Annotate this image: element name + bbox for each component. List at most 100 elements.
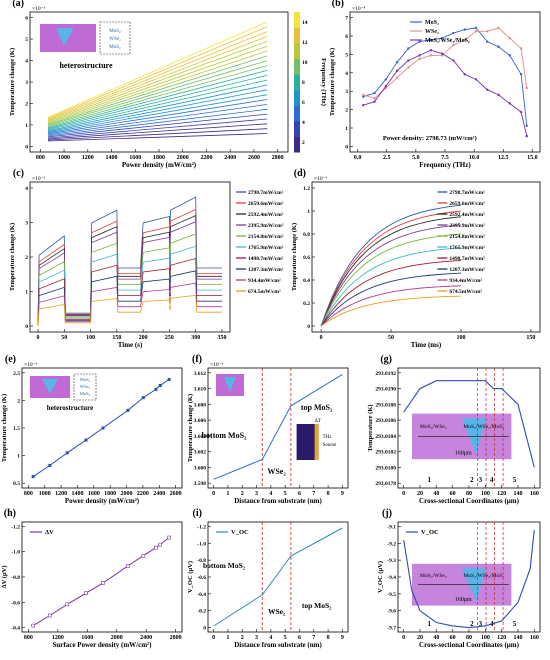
y-tick-label: 4	[25, 59, 28, 65]
x-tick-label: 1	[226, 635, 229, 641]
panel-j: 0 20 40 60 80 100 120 140 160 -9.7 -9.6 -9.5 -9.4 -9.…	[377, 508, 541, 649]
x-tick-label: 0	[320, 335, 323, 341]
power-density-annotation: Power density: 2798.73 (mW/cm²)	[383, 135, 477, 142]
power-density-line	[47, 60, 268, 126]
transient-curve	[320, 272, 462, 327]
y-tick-label: 2	[17, 398, 20, 404]
y-tick-label: 3	[25, 221, 28, 227]
plot-frame	[29, 181, 231, 333]
series-marker	[525, 124, 528, 127]
colorbar-segment	[294, 120, 300, 137]
legend-entry: V_OC	[421, 529, 439, 536]
legend-entry: 1765.9mW/cm²	[248, 245, 284, 251]
series-marker	[407, 59, 410, 62]
series-marker	[452, 43, 455, 47]
legend-entry: MoS₂/WSe₂/MoS₂	[425, 38, 470, 44]
x-tick-label: 6	[298, 491, 301, 497]
series-marker	[452, 59, 455, 62]
series-marker	[154, 387, 158, 391]
y-tick-label: 293.0180	[375, 465, 396, 471]
zoom-inset-label: MoS₂	[80, 391, 91, 396]
inset-label: MoS₂/WSe₂	[420, 573, 447, 579]
series-marker	[158, 542, 163, 547]
x-axis-label: Cross-sectional Coordinates (μm)	[419, 641, 520, 649]
region-label: bottom MoS₂	[203, 561, 246, 570]
legend-entry: 674.5mW/cm²	[449, 289, 482, 295]
x-tick-label: 2	[241, 491, 244, 497]
x-tick-label: 1200	[82, 155, 94, 161]
x-tick-label: 1600	[129, 155, 141, 161]
y-tick-label: 1.5	[13, 426, 20, 432]
colorbar-tick-label: 4	[302, 120, 305, 126]
x-tick-label: 5.0	[412, 155, 420, 161]
series-marker	[384, 85, 387, 88]
x-tick-label: 5	[284, 635, 287, 641]
x-tick-label: 1200	[52, 635, 64, 641]
y-tick-label: 6	[25, 16, 28, 22]
plot-frame	[311, 181, 541, 333]
axis-exponent: ×10⁻³	[32, 176, 46, 182]
power-density-line	[47, 113, 268, 138]
x-tick-label: 5	[284, 491, 287, 497]
x-tick-label: 200	[139, 335, 148, 341]
heterostructure-flake	[56, 28, 74, 46]
x-tick-label: 20	[417, 635, 423, 641]
x-tick-label: 15.0	[527, 155, 538, 161]
inset-title: heterostructure	[47, 404, 93, 412]
colorbar-segment	[294, 105, 300, 122]
x-tick-label: 120	[497, 491, 506, 497]
series-marker	[407, 47, 410, 50]
plot-frame	[207, 367, 349, 489]
series-marker	[65, 451, 69, 455]
legend-entry: 2659.6mW/cm²	[248, 201, 284, 207]
x-tick-label: 6	[298, 635, 301, 641]
x-axis-label: Time (ms)	[411, 341, 442, 349]
series-marker	[463, 38, 466, 42]
series-marker	[384, 78, 387, 81]
series-marker	[167, 535, 171, 540]
series-marker	[508, 37, 512, 40]
thermal-map-inset	[296, 424, 319, 460]
y-tick-label: 1	[307, 209, 310, 215]
region-label: bottom MoS₂	[202, 431, 247, 440]
x-axis-label: Surface Power density (mW/cm²)	[53, 641, 153, 649]
power-density-line	[47, 70, 268, 129]
colorbar-tick-label: 6	[302, 100, 305, 106]
series-marker	[508, 102, 512, 105]
series-marker	[440, 54, 444, 57]
series-marker	[407, 66, 410, 69]
region-label: top MoS₂	[301, 403, 333, 412]
y-tick-label: -0.4	[11, 626, 20, 632]
x-tick-label: 2.5	[383, 155, 391, 161]
y-tick-label: -9.7	[387, 626, 396, 632]
x-tick-label: 7.5	[441, 155, 449, 161]
series-marker	[474, 30, 478, 33]
panel-label: (h)	[4, 508, 16, 519]
y-tick-label: 2	[25, 101, 28, 107]
panel-e: 800 1000 1200 1400 1600 1800 2000 2200 2400 2600 0…	[1, 354, 183, 505]
series-marker	[497, 45, 500, 48]
region-number: 5	[513, 476, 517, 484]
colorbar-tick-label: 8	[302, 80, 305, 86]
y-tick-label: -1.0	[11, 550, 20, 556]
transient-curve	[320, 224, 462, 327]
series-marker	[362, 95, 365, 98]
heterostructure-flake	[42, 379, 58, 394]
y-tick-label: 0.4	[303, 278, 310, 284]
x-tick-label: 1400	[71, 491, 83, 497]
x-tick-label: 2000	[177, 155, 189, 161]
series-line	[32, 537, 170, 627]
panel-d: 0 50 100 150 0 0.2 0.4 0.6 0.8 1 1.2 Time (ms) Tempe…	[291, 168, 541, 349]
legend-entry: 2395.9mW/cm²	[449, 223, 485, 229]
y-tick-label: 3.610	[194, 387, 207, 393]
region-number: 2	[470, 620, 474, 628]
x-tick-label: 160	[530, 635, 539, 641]
panel-g: 0 20 40 60 80 100 120 140 160 293.0178 293.0180 293…	[367, 354, 541, 505]
panel-a: 800 1000 1200 1400 1600 1800 2000 2200 2400 2600 2…	[9, 0, 327, 169]
series-line	[363, 27, 528, 126]
x-tick-label: 9	[341, 491, 344, 497]
x-tick-label: 1000	[39, 491, 51, 497]
transient-curve	[320, 216, 462, 327]
legend-entry: V_OC	[231, 529, 249, 536]
y-tick-label: 1	[17, 454, 20, 460]
